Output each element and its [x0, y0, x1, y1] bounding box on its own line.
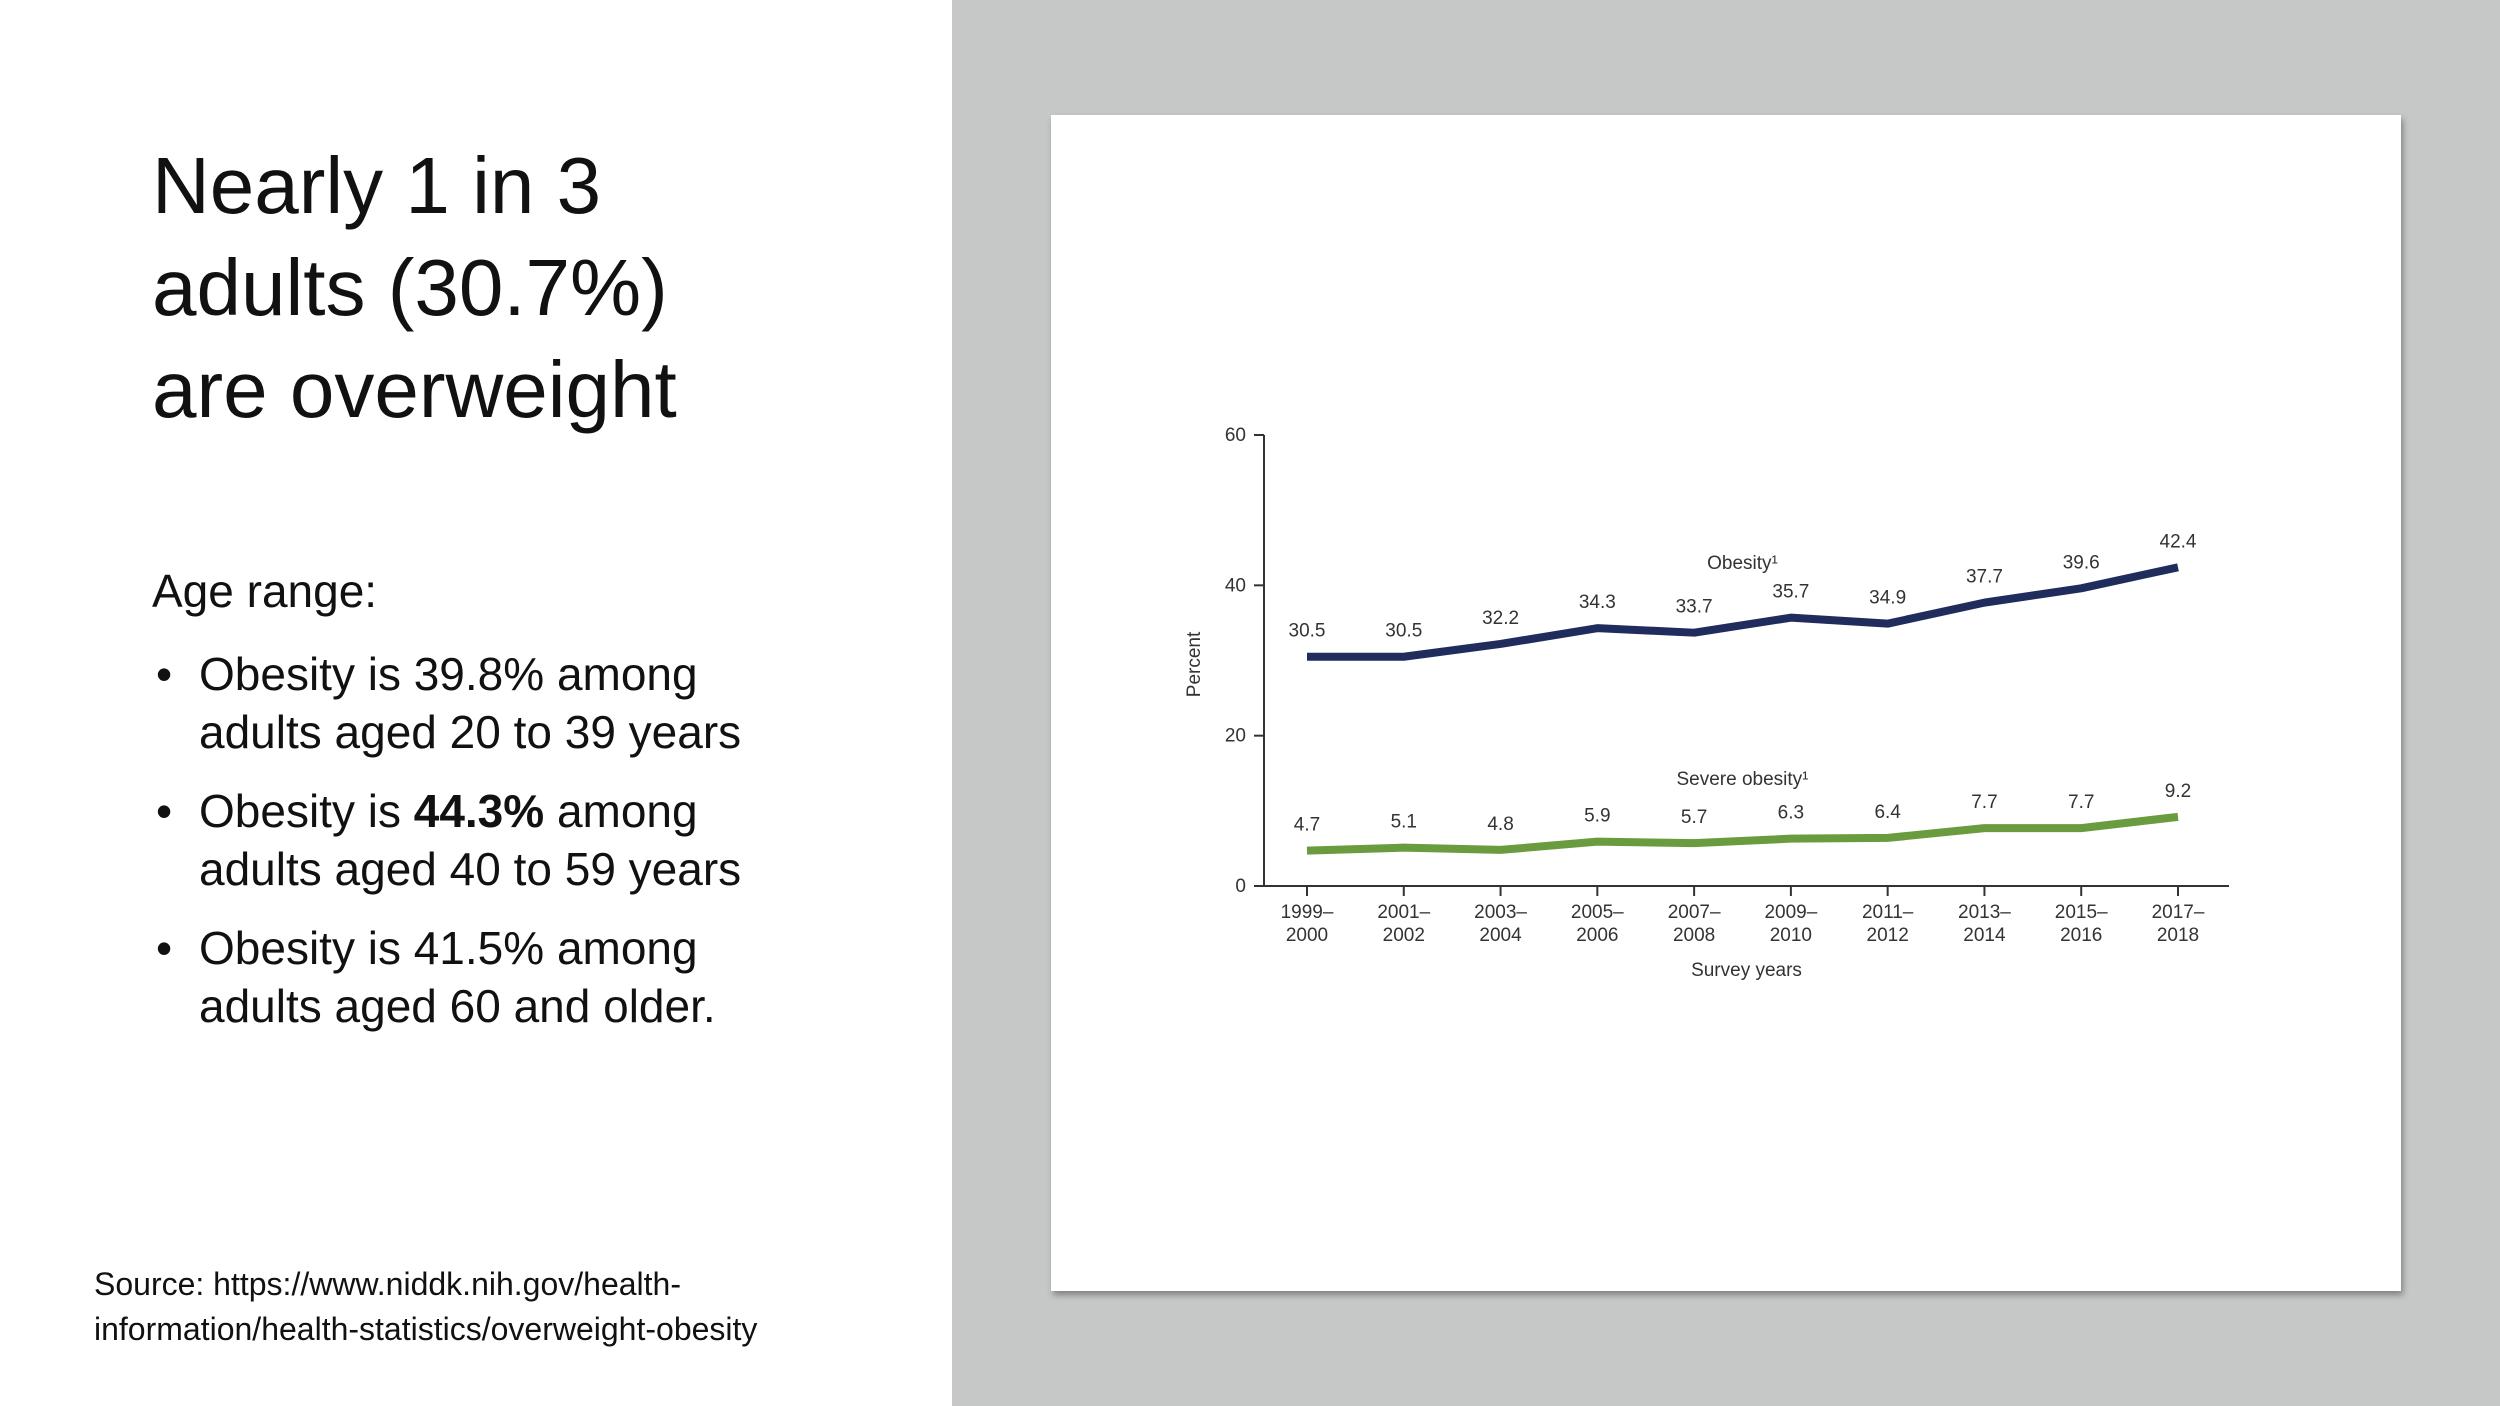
subtitle: Age range:	[152, 565, 378, 617]
source-note: Source: https://www.niddk.nih.gov/health…	[94, 1266, 758, 1347]
x-tick-label: 2005–2006	[1570, 902, 1624, 946]
x-tick-label: 2011–2012	[1861, 902, 1914, 946]
series-label: Severe obesity¹	[1676, 769, 1808, 790]
bullet: Obesity is 44.3% among adults aged 40 to…	[152, 782, 779, 898]
chart: 0 20 40 60 Percent Survey years 30.5 30.5 32.2 34…	[1184, 425, 2229, 981]
data-label: 35.7	[1772, 582, 1809, 603]
bullet-list: Obesity is 39.8% among adults aged 20 to…	[152, 645, 792, 1056]
data-label: 7.7	[1971, 792, 1997, 813]
data-label: 6.3	[1778, 803, 1804, 824]
bullet: Obesity is 41.5% among adults aged 60 an…	[152, 919, 779, 1035]
slide-title: Nearly 1 in 3 adults (30.7%) are overwei…	[152, 141, 677, 434]
x-tick-label: 2007–2008	[1667, 902, 1721, 946]
data-label: 4.7	[1294, 815, 1320, 836]
data-label: 37.7	[1966, 567, 2003, 588]
data-label: 34.9	[1869, 588, 1906, 609]
x-tick-label: 1999–2000	[1280, 902, 1334, 946]
bullet: Obesity is 39.8% among adults aged 20 to…	[152, 645, 779, 761]
bullet-text: among adults aged 40 to 59 years	[199, 785, 742, 895]
data-label: 4.8	[1487, 814, 1513, 835]
bullet-text: 44.3%	[413, 785, 545, 837]
x-tick-label: 2013–2014	[1958, 902, 2011, 946]
y-tick-label: 0	[1235, 876, 1246, 897]
data-label: 5.7	[1681, 807, 1707, 828]
bullet-text: Obesity is 39.8% among adults aged 20 to…	[199, 648, 742, 758]
y-tick-label: 40	[1225, 575, 1246, 596]
data-label: 34.3	[1579, 592, 1616, 613]
x-tick-label: 2017–2018	[2151, 902, 2205, 946]
series-label: Obesity¹	[1707, 553, 1778, 574]
data-label: 7.7	[2068, 792, 2094, 813]
y-tick-label: 20	[1225, 726, 1246, 747]
data-label: 33.7	[1676, 597, 1713, 618]
x-tick-label: 2015–2016	[2054, 902, 2108, 946]
data-label: 5.1	[1391, 812, 1417, 833]
series-line	[1306, 812, 2179, 855]
bullet-text: Obesity is	[199, 785, 414, 837]
data-label: 30.5	[1385, 621, 1422, 642]
y-axis-title: Percent	[1184, 631, 1205, 697]
bullet-text: Obesity is 41.5% among adults aged 60 an…	[199, 922, 716, 1032]
chart-card: 0 20 40 60 Percent Survey years 30.5 30.5 32.2 34…	[1051, 115, 2401, 1291]
x-tick-label: 2009–2010	[1764, 902, 1818, 946]
x-tick-label: 2001–2002	[1377, 902, 1431, 946]
data-label: 42.4	[2160, 531, 2197, 552]
data-label: 32.2	[1482, 608, 1519, 629]
data-label: 39.6	[2063, 552, 2100, 573]
y-tick-label: 60	[1225, 425, 1246, 446]
series-line	[1307, 563, 2179, 661]
x-tick-label: 2003–2004	[1474, 902, 1527, 946]
data-label: 6.4	[1874, 802, 1901, 823]
x-axis-title: Survey years	[1691, 960, 1802, 981]
data-label: 5.9	[1584, 806, 1610, 827]
data-label: 30.5	[1289, 621, 1326, 642]
data-label: 9.2	[2165, 781, 2191, 802]
